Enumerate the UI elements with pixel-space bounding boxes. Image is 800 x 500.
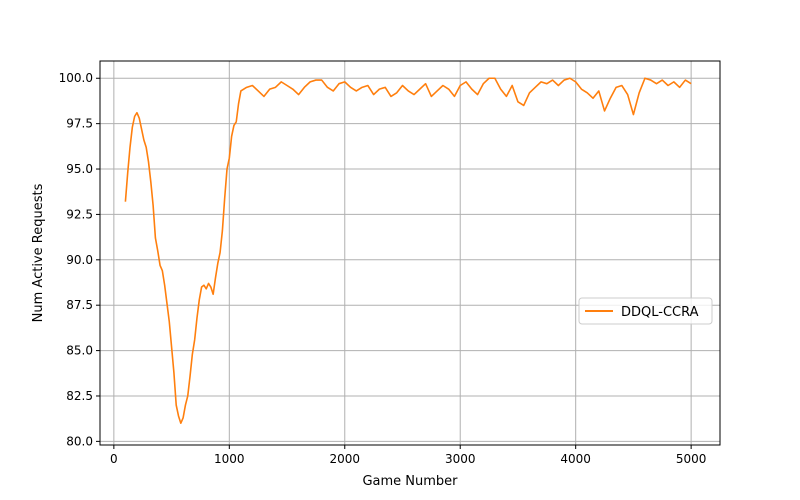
plot-frame bbox=[99, 60, 721, 446]
y-tick-label: 90.0 bbox=[66, 253, 93, 267]
x-tick-label: 3000 bbox=[445, 452, 476, 466]
x-tick-label: 4000 bbox=[560, 452, 591, 466]
y-axis-label: Num Active Requests bbox=[31, 183, 46, 322]
y-tick-label: 97.5 bbox=[66, 117, 93, 131]
legend: DDQL-CCRA bbox=[578, 297, 713, 325]
x-tick-label: 5000 bbox=[676, 452, 707, 466]
series-layer bbox=[124, 77, 692, 425]
y-tick-label: 92.5 bbox=[66, 207, 93, 221]
x-tick-label: 1000 bbox=[214, 452, 245, 466]
x-tick-label: 2000 bbox=[329, 452, 360, 466]
x-tick-label: 0 bbox=[110, 452, 118, 466]
y-tick-label: 82.5 bbox=[66, 389, 93, 403]
y-axis: 80.0 82.5 85.0 87.5 90.0 92.5 95.0 97.5 100.0 bbox=[59, 71, 100, 448]
x-axis: 0 1000 2000 3000 4000 5000 bbox=[110, 445, 706, 466]
legend-label: DDQL-CCRA bbox=[621, 305, 699, 320]
legend-box bbox=[578, 297, 713, 325]
y-tick-label: 100.0 bbox=[59, 71, 93, 85]
y-tick-label: 80.0 bbox=[66, 434, 93, 448]
series-line bbox=[124, 77, 692, 425]
y-tick-label: 95.0 bbox=[66, 162, 93, 176]
y-tick-label: 87.5 bbox=[66, 298, 93, 312]
y-tick-label: 85.0 bbox=[66, 344, 93, 358]
x-axis-label: Game Number bbox=[362, 474, 458, 489]
